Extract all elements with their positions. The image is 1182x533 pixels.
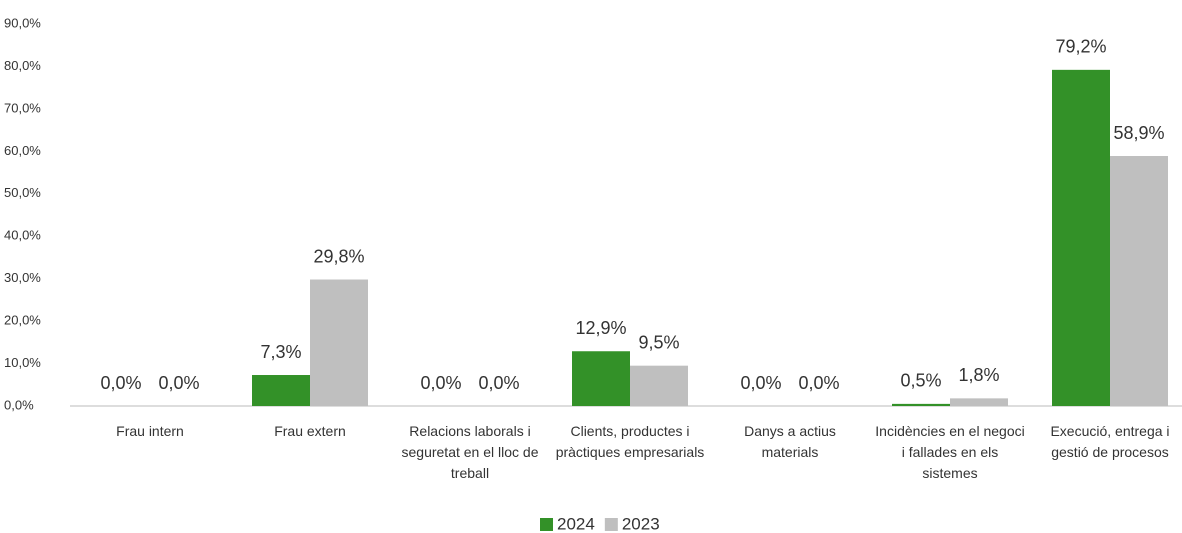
legend-swatch — [540, 518, 553, 531]
x-tick-label: Frau intern — [116, 423, 184, 439]
value-label: 0,5% — [900, 371, 941, 391]
y-tick-label: 0,0% — [4, 397, 34, 412]
y-tick-label: 10,0% — [4, 355, 41, 370]
bar — [1052, 69, 1110, 406]
bar — [572, 351, 630, 406]
value-label: 12,9% — [575, 318, 626, 338]
value-label: 0,0% — [100, 373, 141, 393]
x-tick-label: Relacions laborals i seguretat en el lloc… — [402, 423, 539, 481]
x-tick-label: Execució, entrega i gestió de procesos — [1050, 423, 1169, 460]
x-tick-label: Danys a actius materials — [744, 423, 836, 460]
bar — [892, 403, 950, 406]
x-tick-label: Clients, productes i pràctiques empresari… — [556, 423, 705, 460]
x-tick-label: Incidències en el negoci i fallades en el… — [875, 423, 1024, 481]
bar — [950, 398, 1008, 406]
value-label: 1,8% — [958, 365, 999, 385]
legend-label: 2024 — [557, 514, 595, 533]
bar — [1110, 156, 1168, 406]
bar — [252, 375, 310, 406]
value-label: 9,5% — [638, 332, 679, 352]
legend-swatch — [604, 518, 618, 531]
y-tick-label: 50,0% — [4, 185, 41, 200]
y-tick-label: 80,0% — [4, 58, 41, 73]
y-tick-label: 90,0% — [4, 15, 41, 30]
y-tick-label: 30,0% — [4, 270, 41, 285]
value-label: 0,0% — [158, 373, 199, 393]
value-label: 0,0% — [798, 373, 839, 393]
value-label: 79,2% — [1055, 37, 1106, 57]
y-tick-label: 70,0% — [4, 100, 41, 115]
value-label: 58,9% — [1113, 123, 1164, 143]
value-label: 7,3% — [260, 342, 301, 362]
y-tick-label: 20,0% — [4, 313, 41, 328]
bar — [630, 365, 688, 406]
y-tick-label: 60,0% — [4, 143, 41, 158]
value-label: 0,0% — [740, 373, 781, 393]
value-label: 29,8% — [313, 246, 364, 266]
value-label: 0,0% — [478, 373, 519, 393]
y-tick-label: 40,0% — [4, 228, 41, 243]
legend-label: 2023 — [622, 514, 660, 533]
bar — [310, 279, 368, 406]
x-tick-label: Frau extern — [274, 423, 346, 439]
value-label: 0,0% — [420, 373, 461, 393]
